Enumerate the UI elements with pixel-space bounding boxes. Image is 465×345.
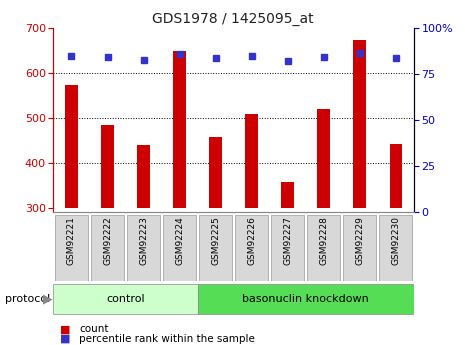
Bar	[246, 114, 258, 208]
Text: ■: ■	[60, 334, 71, 344]
Bar	[390, 144, 402, 208]
FancyBboxPatch shape	[198, 284, 414, 314]
Text: GSM92228: GSM92228	[319, 216, 328, 265]
FancyBboxPatch shape	[91, 215, 124, 280]
Text: GSM92223: GSM92223	[139, 216, 148, 265]
Text: GSM92222: GSM92222	[103, 216, 112, 265]
Text: GSM92230: GSM92230	[392, 216, 400, 265]
Bar	[318, 109, 330, 208]
FancyBboxPatch shape	[199, 215, 232, 280]
Text: GSM92229: GSM92229	[355, 216, 364, 265]
Text: count: count	[79, 325, 108, 334]
Text: ▶: ▶	[43, 293, 53, 306]
Text: ■: ■	[60, 325, 71, 334]
Text: GSM92225: GSM92225	[211, 216, 220, 265]
FancyBboxPatch shape	[163, 215, 196, 280]
FancyBboxPatch shape	[235, 215, 268, 280]
Text: GSM92227: GSM92227	[283, 216, 292, 265]
Bar	[65, 85, 78, 208]
Text: GSM92226: GSM92226	[247, 216, 256, 265]
FancyBboxPatch shape	[343, 215, 376, 280]
Bar	[281, 181, 294, 208]
Text: percentile rank within the sample: percentile rank within the sample	[79, 334, 255, 344]
Text: basonuclin knockdown: basonuclin knockdown	[242, 294, 369, 304]
Text: protocol: protocol	[5, 294, 50, 304]
FancyBboxPatch shape	[53, 284, 198, 314]
FancyBboxPatch shape	[379, 215, 412, 280]
Text: GSM92221: GSM92221	[67, 216, 76, 265]
Text: control: control	[106, 294, 145, 304]
Bar	[101, 125, 114, 208]
Bar	[353, 40, 366, 208]
Bar	[209, 137, 222, 208]
FancyBboxPatch shape	[55, 215, 88, 280]
Text: GDS1978 / 1425095_at: GDS1978 / 1425095_at	[152, 12, 313, 26]
Bar	[173, 51, 186, 208]
Text: GSM92224: GSM92224	[175, 216, 184, 265]
FancyBboxPatch shape	[127, 215, 160, 280]
FancyBboxPatch shape	[271, 215, 304, 280]
Bar	[137, 145, 150, 208]
FancyBboxPatch shape	[307, 215, 340, 280]
